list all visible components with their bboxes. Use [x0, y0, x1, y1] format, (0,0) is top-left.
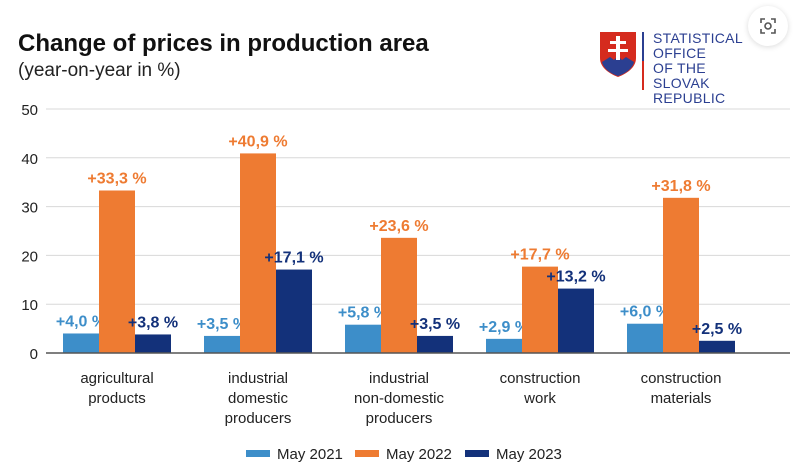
bar-may-2022: [522, 266, 558, 353]
chart-title: Change of prices in production area: [18, 30, 429, 57]
bar-may-2023: [135, 334, 171, 353]
bar-may-2023: [558, 288, 594, 353]
data-label: +3,5 %: [197, 316, 247, 333]
data-label: +3,8 %: [128, 314, 178, 331]
data-label: +17,7 %: [510, 247, 569, 264]
bar-may-2021: [345, 324, 381, 353]
bar-may-2021: [204, 335, 240, 353]
bar-may-2023: [276, 269, 312, 353]
data-label: +17,1 %: [264, 250, 323, 267]
logo-line-3: OF THE SLOVAK: [653, 60, 710, 91]
x-category-label: industrial: [228, 370, 288, 387]
bar-may-2022: [663, 197, 699, 353]
x-category-label: industrial: [369, 370, 429, 387]
bar-may-2022: [99, 190, 135, 353]
x-category-label: producers: [366, 410, 433, 427]
legend-swatch: [355, 450, 379, 457]
data-label: +23,6 %: [369, 218, 428, 235]
lens-scan-icon: [760, 18, 776, 34]
data-label: +40,9 %: [228, 133, 287, 150]
data-label: +6,0 %: [620, 304, 670, 321]
x-category-label: construction: [641, 370, 722, 387]
bar-may-2023: [417, 335, 453, 353]
bar-may-2021: [63, 333, 99, 353]
x-category-label: agricultural: [80, 370, 153, 387]
legend-label: May 2023: [496, 446, 562, 463]
chart-subtitle: (year-on-year in %): [18, 60, 181, 81]
x-category-label: work: [523, 390, 556, 407]
legend-swatch: [465, 450, 489, 457]
logo-line-4: REPUBLIC: [653, 90, 726, 106]
x-category-label: domestic: [228, 390, 289, 407]
y-tick-label: 30: [21, 200, 38, 217]
logo-text: STATISTICAL OFFICE OF THE SLOVAK REPUBLI…: [653, 31, 748, 106]
legend-label: May 2022: [386, 446, 452, 463]
y-tick-label: 20: [21, 248, 38, 265]
data-label: +13,2 %: [546, 269, 605, 286]
logo-line-2: OFFICE: [653, 45, 707, 61]
legend-swatch: [246, 450, 270, 457]
bar-may-2021: [486, 338, 522, 353]
x-category-label: non-domestic: [354, 390, 445, 407]
lens-button[interactable]: [748, 6, 788, 46]
x-category-label: materials: [651, 390, 712, 407]
y-tick-label: 10: [21, 297, 38, 314]
y-tick-label: 0: [30, 346, 38, 363]
data-label: +2,9 %: [479, 319, 529, 336]
data-label: +4,0 %: [56, 313, 106, 330]
logo-divider: [642, 32, 644, 90]
data-label: +31,8 %: [651, 178, 710, 195]
bar-may-2022: [240, 153, 276, 353]
logo-line-1: STATISTICAL: [653, 30, 743, 46]
data-label: +5,8 %: [338, 305, 388, 322]
statistical-office-logo: STATISTICAL OFFICE OF THE SLOVAK REPUBLI…: [598, 30, 748, 106]
bar-may-2022: [381, 237, 417, 353]
y-tick-label: 50: [21, 102, 38, 119]
bar-may-2023: [699, 340, 735, 353]
slovak-coat-of-arms-icon: [600, 32, 636, 77]
bar-may-2021: [627, 323, 663, 353]
x-category-label: products: [88, 390, 146, 407]
data-label: +33,3 %: [87, 170, 146, 187]
x-category-label: construction: [500, 370, 581, 387]
y-tick-label: 40: [21, 151, 38, 168]
legend-label: May 2021: [277, 446, 343, 463]
data-label: +2,5 %: [692, 321, 742, 338]
data-label: +3,5 %: [410, 316, 460, 333]
x-category-label: producers: [225, 410, 292, 427]
